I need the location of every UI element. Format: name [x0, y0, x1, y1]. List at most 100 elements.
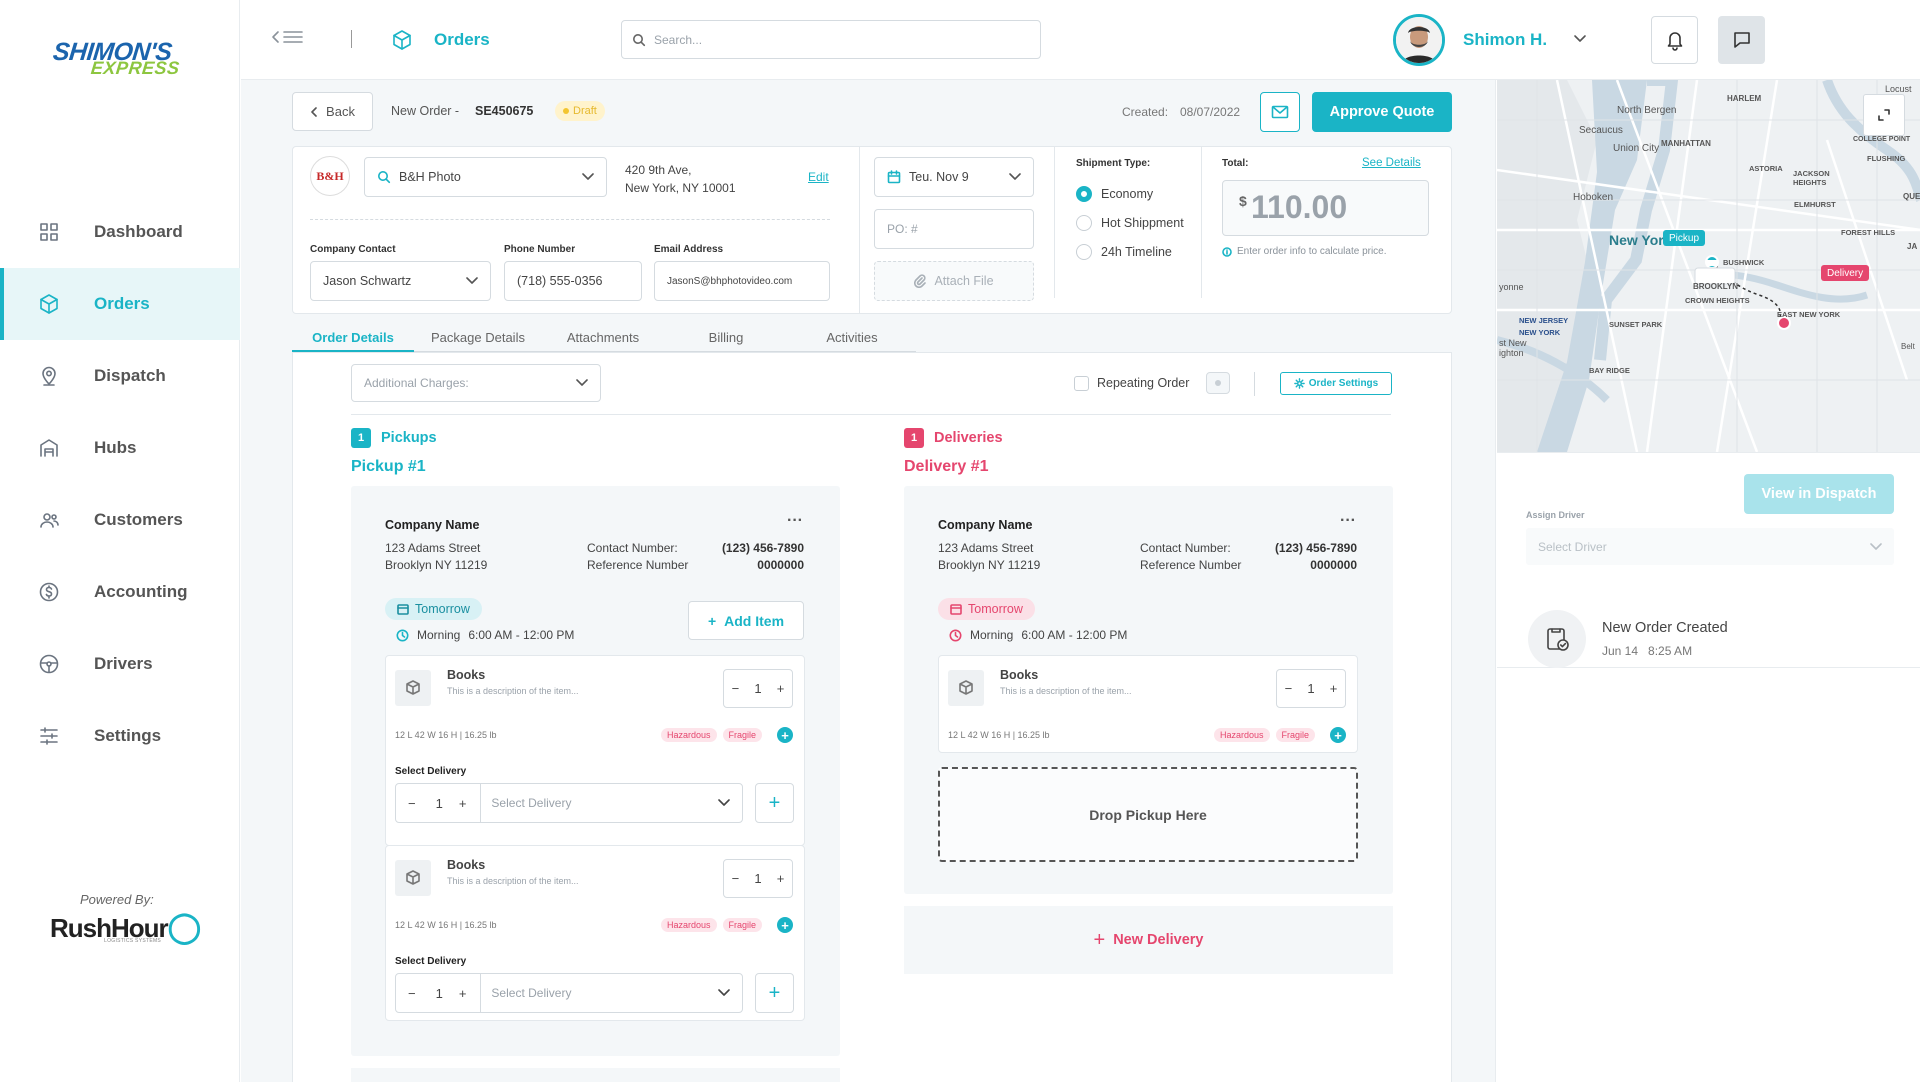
repeating-order-checkbox[interactable]: [1074, 376, 1089, 391]
bell-icon: [1667, 32, 1682, 51]
plus-icon[interactable]: +: [1329, 681, 1338, 696]
plus-icon[interactable]: +: [776, 681, 785, 696]
search-input[interactable]: Search...: [621, 20, 1041, 59]
item-quantity-stepper[interactable]: −1 +: [723, 669, 793, 708]
pickup-contact-values: (123) 456-7890 0000000: [700, 540, 804, 574]
brand-logo[interactable]: SHIMON'S EXPRESS: [50, 38, 190, 78]
sidebar-item-dashboard[interactable]: Dashboard: [0, 196, 240, 268]
sidebar-item-customers[interactable]: Customers: [0, 484, 240, 556]
pickup-marker-label[interactable]: Pickup: [1663, 230, 1706, 246]
email-quote-button[interactable]: [1260, 92, 1300, 132]
tab-package-details[interactable]: Package Details: [414, 324, 542, 352]
date-select[interactable]: Teu. Nov 9: [874, 157, 1034, 197]
activity-icon: [1528, 610, 1586, 668]
approve-quote-button[interactable]: Approve Quote: [1312, 92, 1452, 132]
minus-icon[interactable]: −: [408, 985, 416, 1001]
divider: [480, 974, 482, 1012]
created-label: Created:: [1122, 105, 1169, 119]
select-delivery-dropdown[interactable]: Select Delivery: [491, 986, 572, 1000]
delivery-marker-label[interactable]: Delivery: [1821, 265, 1870, 281]
collapse-menu-button[interactable]: [271, 30, 303, 44]
avatar[interactable]: [1393, 14, 1445, 66]
add-delivery-link-button[interactable]: +: [755, 783, 794, 823]
delivery-day-badge[interactable]: Tomorrow: [938, 598, 1035, 620]
tab-activities[interactable]: Activities: [788, 324, 916, 352]
new-delivery-button[interactable]: + New Delivery: [904, 906, 1393, 974]
repeating-settings-button[interactable]: [1206, 372, 1230, 394]
order-settings-button[interactable]: Order Settings: [1280, 372, 1392, 395]
minus-icon[interactable]: −: [731, 681, 740, 696]
view-in-dispatch-button[interactable]: View in Dispatch: [1744, 474, 1894, 514]
sidebar-item-hubs[interactable]: Hubs: [0, 412, 240, 484]
messages-button[interactable]: [1718, 16, 1765, 64]
delivery-time-slot: Morning 6:00 AM - 12:00 PM: [949, 628, 1127, 642]
tab-order-details[interactable]: Order Details: [292, 324, 414, 352]
tab-attachments[interactable]: Attachments: [542, 324, 664, 352]
sidebar-item-settings[interactable]: Settings: [0, 700, 240, 772]
item-quantity-stepper[interactable]: −1 +: [1276, 669, 1346, 708]
divider: [859, 146, 860, 314]
tab-billing[interactable]: Billing: [664, 324, 788, 352]
add-delivery-link-button[interactable]: +: [755, 973, 794, 1013]
shipment-option-24h[interactable]: 24h Timeline: [1076, 244, 1184, 260]
po-number-input[interactable]: PO: #: [874, 209, 1034, 249]
contact-value: Jason Schwartz: [323, 274, 412, 288]
add-tag-button[interactable]: +: [1330, 727, 1346, 743]
item-quantity-stepper[interactable]: −1 +: [723, 859, 793, 898]
route-map[interactable]: HARLEM North Bergen Secaucus Union City …: [1497, 80, 1920, 452]
delivery-contact-values: (123) 456-7890 0000000: [1253, 540, 1357, 574]
pickup-time-slot: Morning 6:00 AM - 12:00 PM: [396, 628, 574, 642]
select-delivery-dropdown[interactable]: Select Delivery: [491, 796, 572, 810]
sidebar-item-orders[interactable]: Orders: [0, 268, 240, 340]
map-fullscreen-button[interactable]: [1863, 94, 1905, 136]
map-label: FOREST HILLS: [1841, 228, 1896, 237]
add-item-button[interactable]: + Add Item: [688, 601, 804, 640]
user-name[interactable]: Shimon H.: [1463, 30, 1548, 49]
map-label: Secaucus: [1579, 125, 1623, 136]
see-details-link[interactable]: See Details: [1362, 157, 1421, 169]
pickup-day-badge[interactable]: Tomorrow: [385, 598, 482, 620]
edit-address-link[interactable]: Edit: [808, 170, 829, 184]
plus-icon[interactable]: +: [458, 795, 467, 811]
sidebar-item-dispatch[interactable]: Dispatch: [0, 340, 240, 412]
customer-select[interactable]: B&H Photo: [364, 157, 607, 197]
page-title: Orders: [434, 30, 490, 49]
shipment-option-hot[interactable]: Hot Shippment: [1076, 215, 1184, 231]
attach-file-button[interactable]: Attach File: [874, 261, 1034, 301]
notifications-button[interactable]: [1651, 16, 1698, 64]
chevron-left-icon: [311, 106, 317, 117]
minus-icon[interactable]: −: [1284, 681, 1293, 696]
partner-logo[interactable]: RushHour◯: [50, 910, 201, 945]
map-label: NEW YORK: [1519, 328, 1561, 337]
status-label: Draft: [573, 105, 597, 117]
item-description: This is a description of the item...: [447, 876, 579, 886]
tag-hazardous: Hazardous: [661, 918, 717, 932]
add-tag-button[interactable]: +: [777, 727, 793, 743]
phone-field[interactable]: (718) 555-0356: [504, 261, 642, 301]
select-driver-dropdown[interactable]: Select Driver: [1526, 528, 1894, 565]
back-button[interactable]: Back: [292, 92, 373, 131]
tag-fragile: Fragile: [722, 918, 763, 932]
shipment-option-economy[interactable]: Economy: [1076, 186, 1184, 202]
sidebar-item-accounting[interactable]: Accounting: [0, 556, 240, 628]
contact-select[interactable]: Jason Schwartz: [310, 261, 491, 301]
map-label: st New ighton: [1499, 338, 1527, 358]
minus-icon[interactable]: −: [408, 795, 416, 811]
pickup-more-button[interactable]: ···: [787, 512, 803, 529]
sidebar-item-drivers[interactable]: Drivers: [0, 628, 240, 700]
info-icon: [1222, 246, 1232, 257]
plus-icon[interactable]: +: [776, 871, 785, 886]
chevron-down-icon[interactable]: [1573, 34, 1587, 44]
add-tag-button[interactable]: +: [777, 917, 793, 933]
minus-icon[interactable]: −: [731, 871, 740, 886]
delivery-title: Delivery #1: [904, 458, 989, 475]
item-name: Books: [447, 668, 486, 682]
phone-label: Phone Number: [504, 244, 576, 255]
email-field[interactable]: JasonS@bhphotovideo.com: [654, 261, 830, 301]
additional-charges-select[interactable]: Additional Charges:: [351, 364, 601, 402]
plus-icon[interactable]: +: [458, 985, 467, 1001]
total-box: $ 110.00: [1222, 180, 1429, 236]
drop-pickup-zone[interactable]: Drop Pickup Here: [938, 767, 1358, 862]
activity-title: New Order Created: [1602, 620, 1728, 636]
delivery-more-button[interactable]: ···: [1340, 512, 1356, 529]
